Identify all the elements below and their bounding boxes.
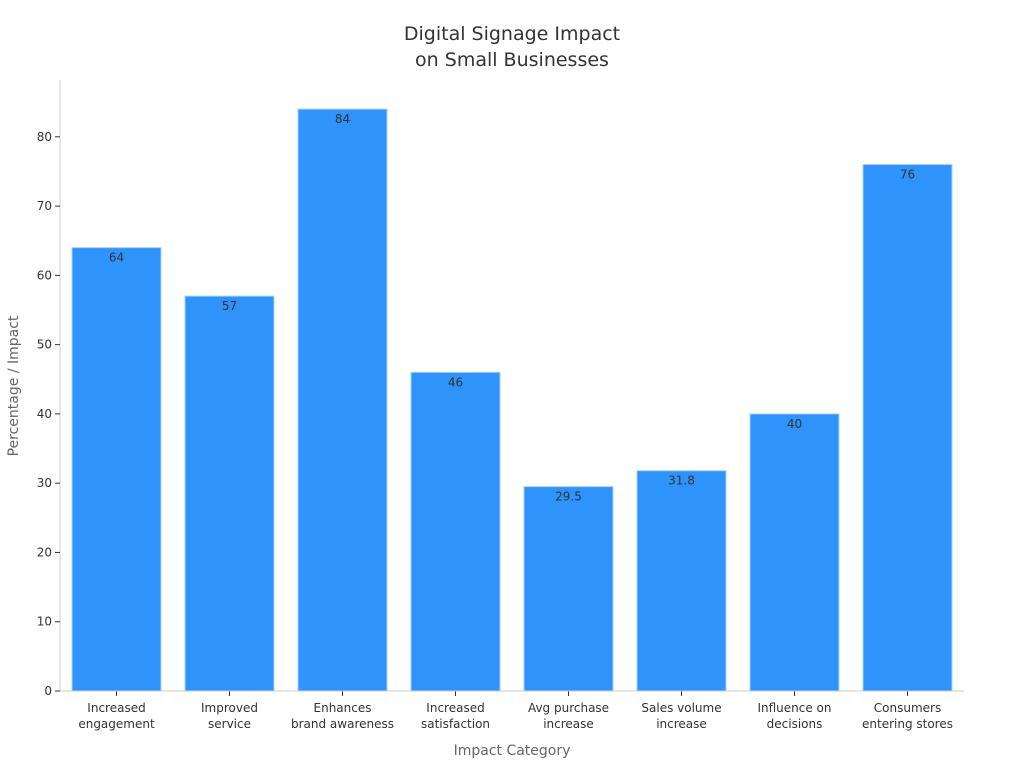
y-tick-label: 70 — [37, 199, 52, 213]
x-tick-label: Increased — [426, 701, 484, 715]
bar — [297, 108, 388, 692]
y-tick-label: 0 — [44, 684, 52, 698]
x-tick-label: service — [208, 717, 251, 731]
y-tick-label: 10 — [37, 615, 52, 629]
x-tick-label: Consumers — [874, 701, 941, 715]
bar — [410, 371, 501, 692]
data-label: 64 — [109, 251, 124, 265]
bar — [184, 295, 275, 692]
bar — [636, 470, 727, 692]
bar — [523, 486, 614, 692]
x-tick-label: engagement — [78, 717, 155, 731]
bar — [71, 247, 162, 692]
x-tick-label: increase — [543, 717, 594, 731]
chart-title-line-2: on Small Businesses — [415, 49, 609, 71]
x-tick-label: brand awareness — [291, 717, 394, 731]
x-tick-label: Enhances — [314, 701, 372, 715]
y-axis-label: Percentage / Impact — [6, 315, 22, 456]
x-tick-label: Influence on — [757, 701, 831, 715]
y-tick-label: 30 — [37, 476, 52, 490]
data-label: 31.8 — [668, 474, 695, 488]
data-label: 57 — [222, 299, 237, 313]
bar — [862, 164, 953, 692]
x-tick-label: increase — [656, 717, 707, 731]
x-tick-label: entering stores — [862, 717, 953, 731]
y-tick-label: 20 — [37, 545, 52, 559]
x-tick-label: Improved — [201, 701, 258, 715]
data-label: 76 — [900, 168, 915, 182]
x-tick-label: Sales volume — [641, 701, 721, 715]
y-tick-label: 60 — [37, 268, 52, 282]
y-tick-label: 40 — [37, 407, 52, 421]
x-tick-label: satisfaction — [421, 717, 490, 731]
data-label: 46 — [448, 375, 463, 389]
y-tick-label: 80 — [37, 130, 52, 144]
x-tick-label: Avg purchase — [528, 701, 609, 715]
y-tick-label: 50 — [37, 338, 52, 352]
x-tick-label: decisions — [767, 717, 823, 731]
chart-title-line-1: Digital Signage Impact — [404, 23, 620, 45]
data-label: 29.5 — [555, 490, 582, 504]
bar — [749, 413, 840, 692]
data-label: 84 — [335, 112, 350, 126]
data-label: 40 — [787, 417, 802, 431]
x-tick-label: Increased — [87, 701, 145, 715]
x-axis-label: Impact Category — [454, 743, 571, 759]
